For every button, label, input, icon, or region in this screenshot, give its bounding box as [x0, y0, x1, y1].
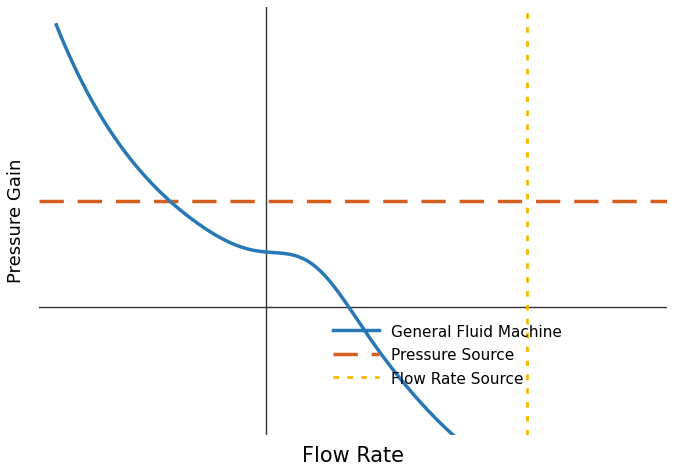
X-axis label: Flow Rate: Flow Rate	[302, 446, 404, 466]
Legend: General Fluid Machine, Pressure Source, Flow Rate Source: General Fluid Machine, Pressure Source, …	[327, 317, 568, 393]
Y-axis label: Pressure Gain: Pressure Gain	[7, 159, 25, 283]
